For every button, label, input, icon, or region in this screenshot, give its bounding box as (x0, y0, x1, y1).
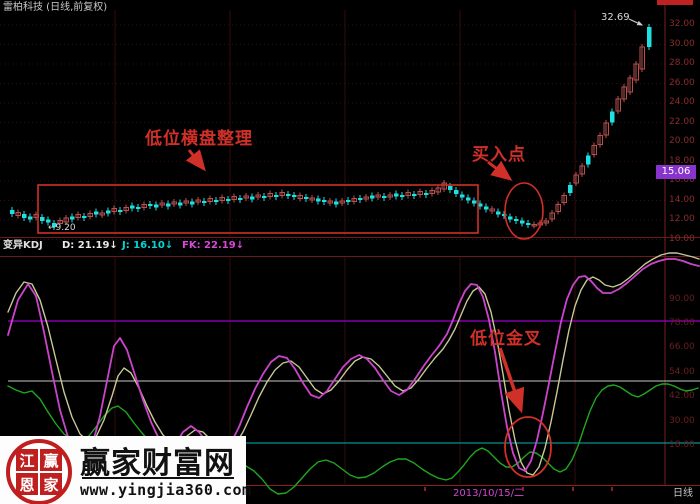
kdj-value-d: D: 21.19↓ (62, 240, 118, 251)
price-axis-label: 18.00 (669, 155, 695, 166)
price-axis-label: 32.00 (669, 19, 695, 29)
kdj-axis-label: 90.00 (669, 294, 695, 304)
site-url: www.yingjia360.com (80, 481, 252, 499)
high-price-label: 32.69 (601, 12, 630, 23)
kdj-axis-label: 78.00 (669, 318, 695, 328)
price-axis-label: 24.00 (669, 97, 695, 107)
site-name: 赢家财富网 (80, 446, 235, 481)
low-price-marker: ←9.20 (48, 223, 76, 233)
period-label: 日线 (673, 488, 693, 499)
site-watermark-logo: 江 赢 恩 家 赢家财富网 www.yingjia360.com (0, 436, 251, 504)
price-axis-label: 20.00 (669, 136, 695, 146)
price-axis-label: 16.00 (669, 175, 695, 185)
price-axis-label: 14.00 (669, 194, 695, 205)
annotation-golden-cross: 低位金叉 (470, 329, 542, 349)
date-axis-label: 2013/10/15/二 (453, 488, 525, 499)
logo-divider (82, 477, 234, 479)
chart-title: 雷柏科技 (日线,前复权) (3, 2, 108, 13)
kdj-axis-label: 42.00 (669, 391, 695, 401)
price-axis-label: 30.00 (669, 38, 695, 49)
last-price-tag: 15.06 (656, 165, 696, 179)
kdj-indicator-name: 变异KDJ (3, 240, 43, 251)
price-axis-label: 26.00 (669, 77, 695, 88)
seal-icon: 江 赢 恩 家 (6, 439, 72, 504)
price-axis-label: 12.00 (669, 214, 695, 224)
price-axis-label: 28.00 (669, 58, 695, 68)
seal-char: 江 (16, 449, 38, 471)
seal-char: 恩 (16, 473, 38, 495)
kdj-axis-label: 18.00 (669, 440, 695, 450)
kdj-axis-label: 66.00 (669, 342, 695, 352)
price-axis-label: 22.00 (669, 116, 695, 127)
annotation-buy-point: 买入点 (472, 145, 526, 165)
kdj-value-fk: FK: 22.19↓ (182, 240, 245, 251)
price-axis-label: 10.00 (669, 233, 695, 244)
kdj-axis-label: 54.00 (669, 367, 695, 377)
seal-char: 家 (40, 473, 62, 495)
seal-char: 赢 (40, 449, 62, 471)
annotation-consolidation: 低位横盘整理 (145, 129, 253, 149)
kdj-axis-label: 30.00 (669, 416, 695, 426)
kdj-value-j: J: 16.10↓ (122, 240, 174, 251)
